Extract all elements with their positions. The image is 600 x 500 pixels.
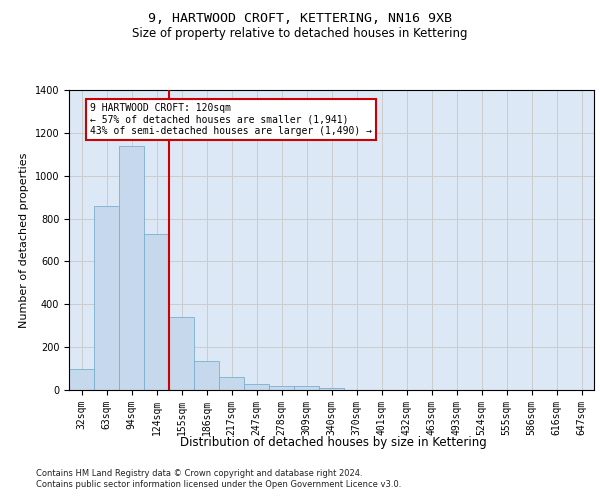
Bar <box>219 377 244 390</box>
Text: Contains HM Land Registry data © Crown copyright and database right 2024.: Contains HM Land Registry data © Crown c… <box>36 468 362 477</box>
Bar <box>294 386 319 390</box>
Bar <box>269 386 294 390</box>
Y-axis label: Number of detached properties: Number of detached properties <box>19 152 29 328</box>
Bar <box>244 384 269 390</box>
Text: Contains public sector information licensed under the Open Government Licence v3: Contains public sector information licen… <box>36 480 401 489</box>
Bar <box>69 368 94 390</box>
Bar <box>169 317 194 390</box>
Text: Size of property relative to detached houses in Kettering: Size of property relative to detached ho… <box>132 28 468 40</box>
Bar <box>94 206 119 390</box>
Text: Distribution of detached houses by size in Kettering: Distribution of detached houses by size … <box>179 436 487 449</box>
Text: 9 HARTWOOD CROFT: 120sqm
← 57% of detached houses are smaller (1,941)
43% of sem: 9 HARTWOOD CROFT: 120sqm ← 57% of detach… <box>90 103 372 136</box>
Text: 9, HARTWOOD CROFT, KETTERING, NN16 9XB: 9, HARTWOOD CROFT, KETTERING, NN16 9XB <box>148 12 452 26</box>
Bar <box>144 234 169 390</box>
Bar <box>194 361 219 390</box>
Bar <box>119 146 144 390</box>
Bar <box>319 388 344 390</box>
